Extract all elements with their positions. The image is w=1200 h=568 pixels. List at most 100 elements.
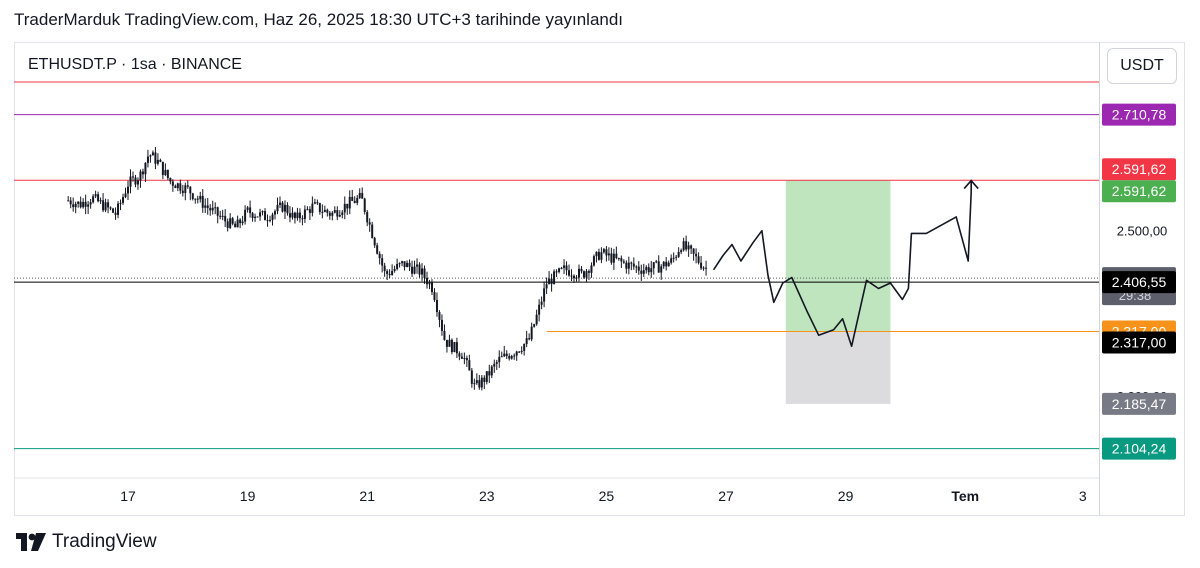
candle-body bbox=[445, 339, 448, 347]
candle-body bbox=[433, 292, 436, 301]
candle-body bbox=[236, 219, 239, 228]
candle-body bbox=[503, 353, 506, 357]
candle-body bbox=[321, 211, 324, 213]
candle-body bbox=[229, 218, 232, 228]
candle-body bbox=[435, 300, 438, 312]
y-tick-label: 2.500,00 bbox=[1117, 224, 1168, 239]
candle-body bbox=[597, 251, 600, 260]
chart-pane[interactable] bbox=[14, 42, 1099, 516]
candle-body bbox=[67, 200, 70, 202]
candle-body bbox=[500, 356, 503, 358]
price-label-bg bbox=[1102, 331, 1176, 354]
candle-body bbox=[411, 266, 414, 274]
candle-body bbox=[448, 339, 451, 347]
candle-body bbox=[383, 265, 386, 272]
candle-body bbox=[274, 211, 277, 215]
candle-body bbox=[455, 342, 458, 354]
candle-body bbox=[440, 319, 443, 331]
symbol-title[interactable]: ETHUSDT.P · 1sa · BINANCE bbox=[28, 56, 242, 73]
candle-body bbox=[620, 258, 623, 262]
x-tick-label: 17 bbox=[120, 488, 136, 504]
position-loss-zone bbox=[785, 331, 891, 404]
candle-body bbox=[565, 265, 568, 271]
candle-body bbox=[697, 256, 700, 263]
candle-body bbox=[657, 261, 660, 273]
candle-body bbox=[687, 245, 690, 250]
candle-body bbox=[682, 241, 685, 251]
candle-body bbox=[361, 192, 364, 199]
candle-body bbox=[231, 218, 234, 224]
candle-body bbox=[276, 204, 279, 212]
price-label-bg bbox=[1102, 392, 1176, 415]
candle-body bbox=[348, 196, 351, 209]
candle-body bbox=[303, 209, 306, 219]
candle-body bbox=[74, 203, 77, 208]
candle-body bbox=[438, 311, 441, 320]
candle-body bbox=[316, 202, 319, 204]
candle-body bbox=[301, 218, 304, 220]
candle-body bbox=[109, 207, 112, 209]
candle-body bbox=[592, 256, 595, 266]
candle-body bbox=[622, 261, 625, 263]
candle-body bbox=[102, 200, 105, 211]
candle-body bbox=[363, 198, 366, 212]
candle-body bbox=[480, 377, 483, 388]
candle-body bbox=[161, 161, 164, 175]
candle-body bbox=[159, 159, 162, 162]
candle-body bbox=[124, 193, 127, 198]
projection-arrow-head bbox=[963, 179, 979, 190]
candle-body bbox=[677, 252, 680, 257]
candle-body bbox=[204, 205, 207, 208]
candle-body bbox=[470, 370, 473, 384]
candle-body bbox=[423, 268, 426, 278]
candle-body bbox=[568, 270, 571, 276]
candle-body bbox=[122, 197, 125, 203]
candle-body bbox=[112, 208, 115, 213]
candle-body bbox=[630, 262, 633, 264]
candle-body bbox=[528, 338, 531, 340]
candle-body bbox=[211, 207, 214, 211]
candle-body bbox=[617, 257, 620, 259]
candle-body bbox=[189, 186, 192, 194]
candle-body bbox=[201, 195, 204, 208]
candle-body bbox=[627, 262, 630, 269]
candle-body bbox=[640, 270, 643, 274]
candle-body bbox=[642, 270, 645, 274]
candle-body bbox=[129, 176, 132, 187]
candle-body bbox=[403, 261, 406, 268]
candle-body bbox=[700, 262, 703, 269]
candle-body bbox=[465, 357, 468, 361]
candle-body bbox=[453, 342, 456, 353]
candle-body bbox=[662, 261, 665, 267]
candle-body bbox=[635, 266, 638, 268]
candle-body bbox=[244, 209, 247, 222]
candle-body bbox=[288, 213, 291, 218]
tradingview-logo-icon bbox=[16, 533, 46, 551]
candle-body bbox=[518, 351, 521, 353]
candle-body bbox=[144, 162, 147, 175]
candle-body bbox=[293, 212, 296, 219]
candle-body bbox=[99, 200, 102, 202]
candle-body bbox=[421, 268, 424, 275]
candle-body bbox=[371, 224, 374, 238]
candle-body bbox=[690, 245, 693, 249]
x-tick-label: 27 bbox=[718, 488, 734, 504]
candle-body bbox=[555, 271, 558, 273]
tradingview-logo[interactable]: TradingView bbox=[16, 531, 157, 553]
price-label: 2.317,00 bbox=[1112, 334, 1167, 350]
price-axis[interactable] bbox=[1099, 42, 1185, 516]
candle-body bbox=[224, 215, 227, 222]
candle-body bbox=[313, 202, 316, 204]
x-tick-label: 25 bbox=[599, 488, 615, 504]
candle-body bbox=[543, 288, 546, 302]
candle-body bbox=[495, 362, 498, 364]
candle-body bbox=[356, 197, 359, 203]
candle-body bbox=[306, 209, 309, 211]
candle-body bbox=[401, 261, 404, 264]
candle-body bbox=[283, 204, 286, 212]
candle-body bbox=[166, 169, 169, 178]
currency-button[interactable]: USDT bbox=[1107, 48, 1177, 84]
candle-body bbox=[582, 271, 585, 278]
candle-body bbox=[612, 253, 615, 263]
